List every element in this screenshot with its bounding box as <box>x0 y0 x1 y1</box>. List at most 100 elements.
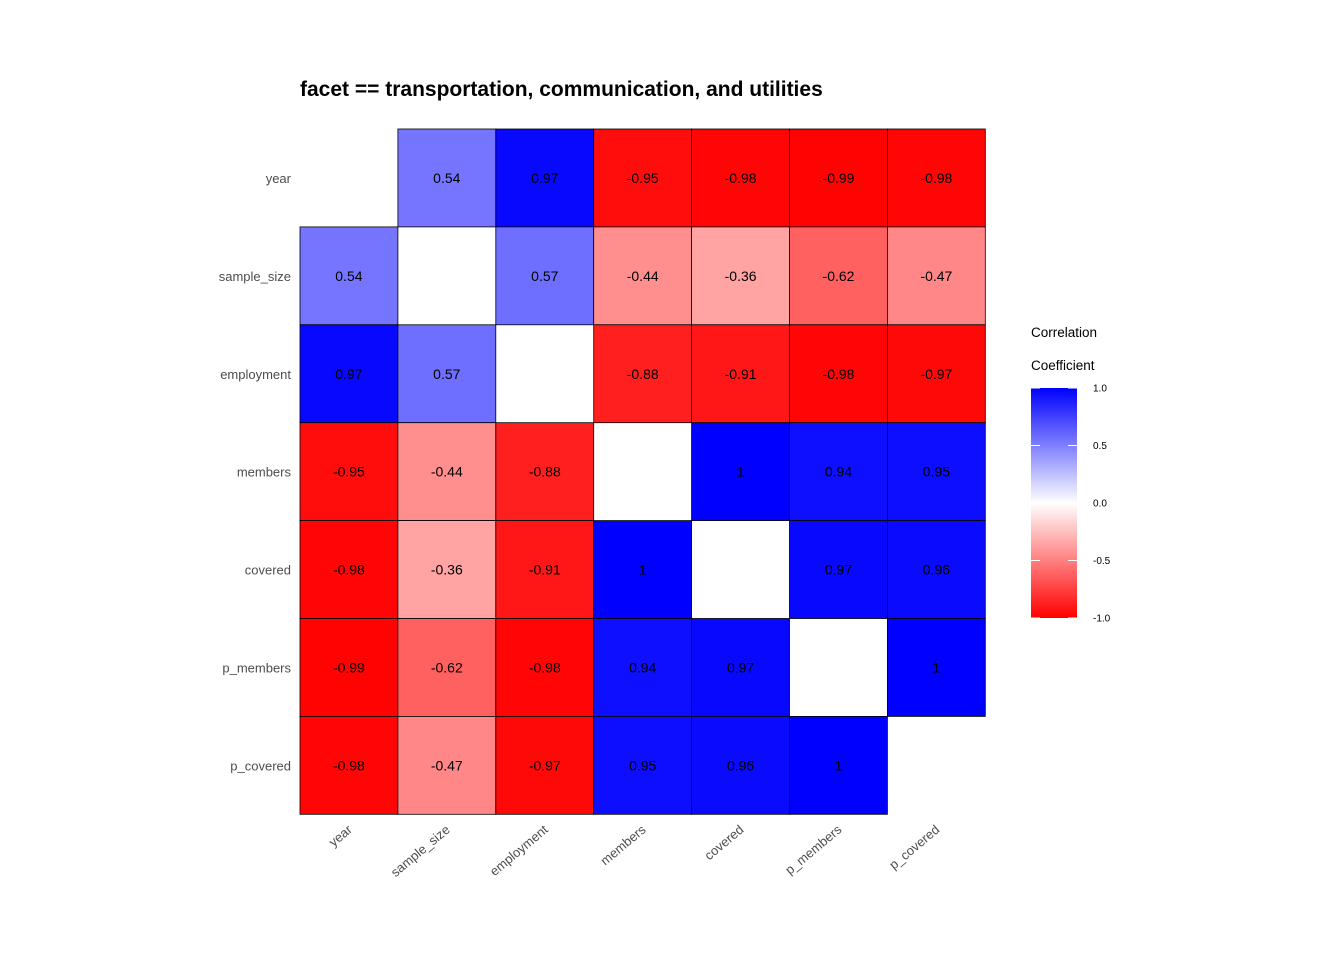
cell-value-label: -0.88 <box>627 366 659 382</box>
heatmap-cell-members-covered <box>691 422 790 522</box>
legend-title-line2: Coefficient <box>1031 358 1095 373</box>
heatmap-cell-p_covered-members <box>593 716 693 815</box>
x-tick-label-year: year <box>326 821 356 849</box>
cell-value-label: 0.97 <box>727 660 754 676</box>
cell-value-label: -0.62 <box>431 660 463 676</box>
cell-value-label: 0.96 <box>923 562 950 578</box>
heatmap-cell-employment-members <box>593 324 693 424</box>
heatmap-cell-p_covered-year <box>299 716 399 815</box>
heatmap-cell-year-covered <box>691 128 790 228</box>
heatmap-cell-p_members-covered <box>691 618 790 717</box>
heatmap-cell-members-employment <box>495 422 595 522</box>
heatmap-cell-year-sample_size <box>397 128 497 228</box>
cell-value-label: -0.47 <box>431 757 463 773</box>
cell-value-label: -0.98 <box>823 366 855 382</box>
cell-value-label: -0.88 <box>529 464 561 480</box>
heatmap-cell-p_members-year <box>299 618 399 717</box>
heatmap-cell-sample_size-p_covered <box>887 226 986 326</box>
cell-value-label: -0.99 <box>823 170 855 186</box>
cell-value-label: 0.95 <box>923 464 950 480</box>
heatmap-cell-members-year <box>299 422 399 522</box>
heatmap-cell-covered-year <box>299 520 399 619</box>
cell-value-label: -0.95 <box>333 464 365 480</box>
heatmap-cell-p_covered-sample_size <box>397 716 497 815</box>
cell-value-label: -0.95 <box>627 170 659 186</box>
legend-tick-label: 0.5 <box>1093 441 1107 452</box>
y-tick-label-employment: employment <box>220 367 291 382</box>
cell-value-label: -0.98 <box>333 562 365 578</box>
heatmap-cell-p_covered-p_members <box>789 716 888 815</box>
cell-value-label: 0.94 <box>825 464 852 480</box>
legend-tick-label: -0.5 <box>1093 556 1111 567</box>
cell-value-label: -0.99 <box>333 660 365 676</box>
cell-value-label: 1 <box>835 757 843 773</box>
heatmap-cell-covered-p_members <box>789 520 888 619</box>
cell-value-label: -0.97 <box>920 366 952 382</box>
heatmap-cell-year-members <box>593 128 693 228</box>
cell-value-label: -0.91 <box>529 562 561 578</box>
heatmap-cell-sample_size-covered <box>691 226 790 326</box>
cell-value-label: -0.98 <box>529 660 561 676</box>
cell-value-label: 0.54 <box>335 268 362 284</box>
cell-value-label: -0.36 <box>725 268 757 284</box>
cell-value-label: -0.98 <box>333 757 365 773</box>
cell-value-label: -0.36 <box>431 562 463 578</box>
heatmap-cell-members-p_covered <box>887 422 986 522</box>
heatmap-cell-employment-covered <box>691 324 790 424</box>
heatmap-cells: 0.54 0.97 -0.95 -0.98 -0.99 -0.98 0.54 0.57 -0.4… <box>299 128 986 815</box>
heatmap-cell-covered-members <box>593 520 693 619</box>
heatmap-cell-employment-year <box>299 324 399 424</box>
heatmap-cell-members-sample_size <box>397 422 497 522</box>
cell-value-label: -0.91 <box>725 366 757 382</box>
y-tick-label-p_covered: p_covered <box>230 758 291 773</box>
heatmap-cell-year-employment <box>495 128 595 228</box>
cell-value-label: -0.44 <box>627 268 659 284</box>
y-tick-label-year: year <box>266 171 292 186</box>
cell-value-label: 0.97 <box>825 562 852 578</box>
cell-value-label: 0.97 <box>531 170 558 186</box>
heatmap-cell-p_members-p_covered <box>887 618 986 717</box>
cell-value-label: 1 <box>933 660 941 676</box>
cell-value-label: 1 <box>737 464 745 480</box>
x-tick-label-employment: employment <box>487 822 551 879</box>
chart-title: facet == transportation, communication, … <box>300 78 823 101</box>
x-tick-label-p_members: p_members <box>782 821 845 877</box>
color-legend: Correlation Coefficient 1.0 0.5 0.0 -0.5 -1.… <box>1031 325 1111 625</box>
legend-tick-label: 1.0 <box>1093 384 1107 395</box>
heatmap-cell-year-p_members <box>789 128 888 228</box>
cell-value-label: -0.62 <box>823 268 855 284</box>
cell-value-label: 0.97 <box>335 366 362 382</box>
cell-value-label: -0.47 <box>920 268 952 284</box>
cell-value-label: 0.57 <box>531 268 558 284</box>
cell-value-label: 0.57 <box>433 366 460 382</box>
heatmap-cell-sample_size-employment <box>495 226 595 326</box>
heatmap-cell-p_covered-covered <box>691 716 790 815</box>
heatmap-cell-members-p_members <box>789 422 888 522</box>
y-axis-tick-labels: year sample_size employment members covered p… <box>219 171 292 774</box>
cell-value-label: 0.96 <box>727 757 754 773</box>
x-axis-tick-labels: year sample_size employment members covered p… <box>326 821 943 879</box>
heatmap-cell-year-p_covered <box>887 128 986 228</box>
legend-tick-label: 0.0 <box>1093 499 1107 510</box>
legend-tick-label: -1.0 <box>1093 614 1111 625</box>
x-tick-label-members: members <box>597 821 649 868</box>
y-tick-label-members: members <box>237 465 292 480</box>
cell-value-label: -0.98 <box>920 170 952 186</box>
heatmap-cell-employment-p_members <box>789 324 888 424</box>
cell-value-label: -0.44 <box>431 464 463 480</box>
y-tick-label-p_members: p_members <box>222 661 291 676</box>
heatmap-cell-covered-employment <box>495 520 595 619</box>
x-tick-label-p_covered: p_covered <box>886 822 942 873</box>
heatmap-cell-employment-p_covered <box>887 324 986 424</box>
x-tick-label-sample_size: sample_size <box>388 822 453 880</box>
cell-value-label: -0.98 <box>725 170 757 186</box>
cell-value-label: 0.54 <box>433 170 460 186</box>
legend-title-line1: Correlation <box>1031 325 1097 340</box>
cell-value-label: -0.97 <box>529 757 561 773</box>
x-tick-label-covered: covered <box>701 822 746 863</box>
heatmap-cell-employment-sample_size <box>397 324 497 424</box>
y-tick-label-sample_size: sample_size <box>219 269 291 284</box>
legend-ticks: 1.0 0.5 0.0 -0.5 -1.0 <box>1031 384 1111 625</box>
cell-value-label: 0.94 <box>629 660 656 676</box>
